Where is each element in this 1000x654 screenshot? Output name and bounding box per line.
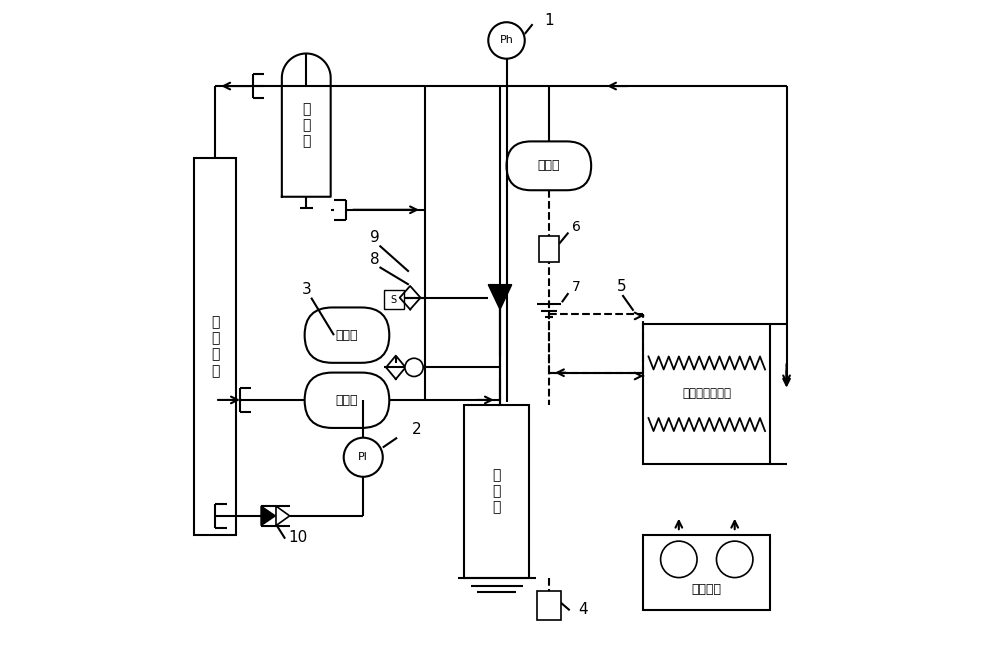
FancyBboxPatch shape (305, 373, 389, 428)
Text: Ph: Ph (500, 35, 513, 46)
Text: 滤油器: 滤油器 (538, 160, 560, 172)
FancyBboxPatch shape (507, 141, 591, 190)
Text: 压
缩
泵: 压 缩 泵 (493, 468, 501, 515)
Circle shape (488, 22, 525, 59)
Bar (643, 536, 770, 610)
Bar (194, 158, 236, 536)
Text: Pl: Pl (358, 453, 368, 462)
Circle shape (405, 358, 423, 377)
Bar (384, 290, 404, 309)
Text: 9: 9 (370, 230, 380, 245)
Text: 低
温
泵
组: 低 温 泵 组 (211, 315, 219, 378)
Text: 4: 4 (578, 602, 588, 617)
Bar (539, 236, 559, 262)
Circle shape (344, 438, 383, 477)
Polygon shape (261, 506, 275, 526)
Bar (464, 405, 529, 577)
Circle shape (661, 541, 697, 577)
Text: 翘片式热交换器: 翘片式热交换器 (682, 387, 731, 400)
Text: 2: 2 (412, 422, 422, 438)
Text: 1: 1 (544, 14, 554, 28)
Text: 6: 6 (572, 220, 581, 233)
Text: 7: 7 (572, 280, 581, 294)
Polygon shape (488, 284, 512, 309)
Text: 10: 10 (288, 530, 308, 545)
Text: 储气罐: 储气罐 (336, 329, 358, 341)
Text: 5: 5 (617, 279, 627, 294)
Text: 平衡罐: 平衡罐 (336, 394, 358, 407)
Text: S: S (391, 295, 397, 305)
Text: 8: 8 (370, 252, 379, 267)
Text: 吸
附
器: 吸 附 器 (302, 102, 310, 148)
Bar (537, 591, 561, 620)
Text: 3: 3 (301, 283, 311, 298)
Bar (643, 324, 770, 464)
FancyBboxPatch shape (305, 307, 389, 363)
Circle shape (716, 541, 753, 577)
Text: 冷却风机: 冷却风机 (692, 583, 722, 596)
